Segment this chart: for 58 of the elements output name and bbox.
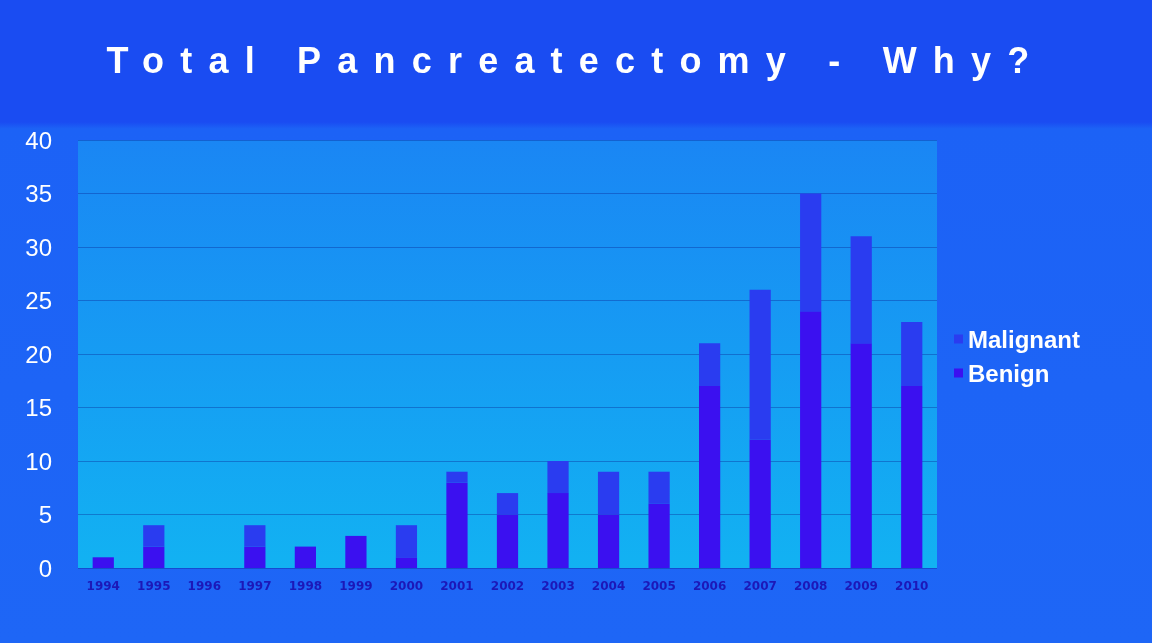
chart-title: Total Pancreatectomy - Why? (105, 40, 1047, 82)
y-tick-label: 25 (25, 287, 52, 314)
bar (850, 236, 872, 344)
x-tick-label: 2010 (895, 579, 929, 593)
x-tick-label: 1997 (238, 579, 272, 593)
bar (749, 289, 771, 440)
bar (446, 471, 468, 483)
bar (395, 525, 418, 558)
x-tick-label: 2006 (692, 579, 727, 593)
bar (496, 514, 519, 568)
x-tick-label: 2005 (642, 579, 676, 593)
bar (648, 503, 670, 568)
bar (597, 514, 620, 568)
bar (244, 525, 266, 547)
bar (850, 343, 872, 568)
x-tick-label: 1999 (339, 579, 373, 593)
bar (648, 471, 670, 504)
y-tick-label: 15 (25, 394, 52, 421)
x-tick-label: 1994 (86, 579, 120, 593)
bar (244, 546, 266, 568)
bar (901, 386, 923, 568)
bar (800, 311, 822, 568)
x-tick-label: 2000 (389, 579, 424, 593)
x-tick-label: 2008 (793, 579, 828, 593)
bar (547, 461, 569, 494)
bar (597, 471, 620, 515)
bar (294, 546, 316, 568)
bar (143, 525, 165, 547)
bar (446, 482, 468, 568)
x-tick-label: 2007 (743, 579, 777, 593)
bar (547, 493, 569, 568)
x-tick-label: 1998 (288, 579, 323, 593)
bar (901, 321, 923, 387)
legend-label: Benign (968, 359, 1050, 387)
bar (143, 546, 165, 568)
bar (699, 386, 721, 568)
bar (800, 193, 822, 312)
y-tick-label: 10 (25, 447, 52, 475)
x-tick-label: 2004 (591, 579, 626, 593)
bar (92, 557, 114, 568)
x-tick-label: 2003 (541, 579, 575, 593)
bar (749, 439, 771, 568)
legend-label: Malignant (968, 325, 1080, 353)
x-tick-label: 1996 (187, 579, 222, 593)
y-tick-label: 20 (25, 340, 52, 368)
y-tick-label: 35 (25, 180, 52, 207)
x-tick-label: 2002 (490, 579, 525, 593)
x-tick-label: 2009 (844, 579, 878, 593)
bar (345, 535, 367, 568)
y-tick-label: 40 (25, 126, 52, 154)
bar (699, 343, 721, 387)
y-tick-label: 5 (38, 501, 52, 528)
y-tick-label: 0 (38, 554, 52, 582)
bar (395, 557, 418, 568)
x-tick-label: 1995 (137, 579, 171, 593)
y-tick-label: 30 (25, 233, 52, 261)
bar (496, 493, 519, 515)
x-tick-label: 2001 (440, 579, 474, 593)
